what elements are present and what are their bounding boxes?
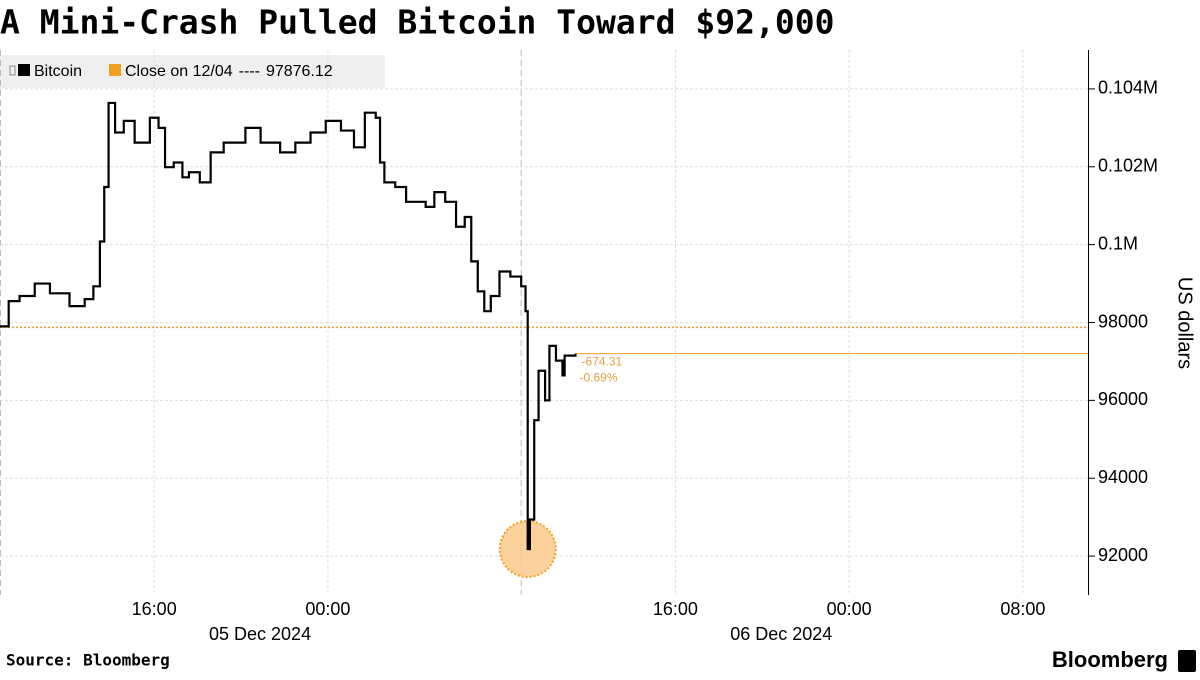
brand: Bloomberg — [1052, 647, 1168, 672]
x-tick-label: 16:00 — [653, 599, 698, 619]
legend-swatch — [18, 64, 30, 76]
x-tick-label: 00:00 — [827, 599, 872, 619]
legend-swatch — [109, 64, 121, 76]
y-axis-label: US dollars — [1174, 277, 1196, 369]
brand-logo — [1178, 650, 1196, 672]
x-date-label: 06 Dec 2024 — [730, 624, 832, 644]
y-tick-label: 0.102M — [1098, 156, 1158, 176]
legend-icon — [9, 65, 16, 76]
y-tick-label: 98000 — [1098, 311, 1148, 331]
chart-title: A Mini-Crash Pulled Bitcoin Toward $92,0… — [0, 3, 834, 42]
y-tick-label: 0.1M — [1098, 233, 1138, 253]
x-date-label: 05 Dec 2024 — [209, 624, 311, 644]
legend-separator: ---- — [239, 63, 260, 80]
y-tick-label: 0.104M — [1098, 78, 1158, 98]
legend-box — [0, 55, 385, 88]
change-label: -674.31 — [581, 355, 622, 369]
change-pct-label: -0.69% — [579, 371, 617, 385]
price-line — [0, 101, 577, 551]
x-tick-label: 00:00 — [305, 599, 350, 619]
legend-ref-value: 97876.12 — [266, 63, 333, 80]
legend-label: Bitcoin — [34, 63, 82, 80]
y-tick-label: 94000 — [1098, 467, 1148, 487]
legend-label: Close on 12/04 ---- 97876.12 — [125, 63, 333, 80]
y-tick-label: 92000 — [1098, 545, 1148, 565]
source: Source: Bloomberg — [6, 651, 170, 670]
legend-ref-name: Close on 12/04 — [125, 63, 233, 80]
x-tick-label: 08:00 — [1000, 599, 1045, 619]
y-tick-label: 96000 — [1098, 389, 1148, 409]
x-tick-label: 16:00 — [132, 599, 177, 619]
